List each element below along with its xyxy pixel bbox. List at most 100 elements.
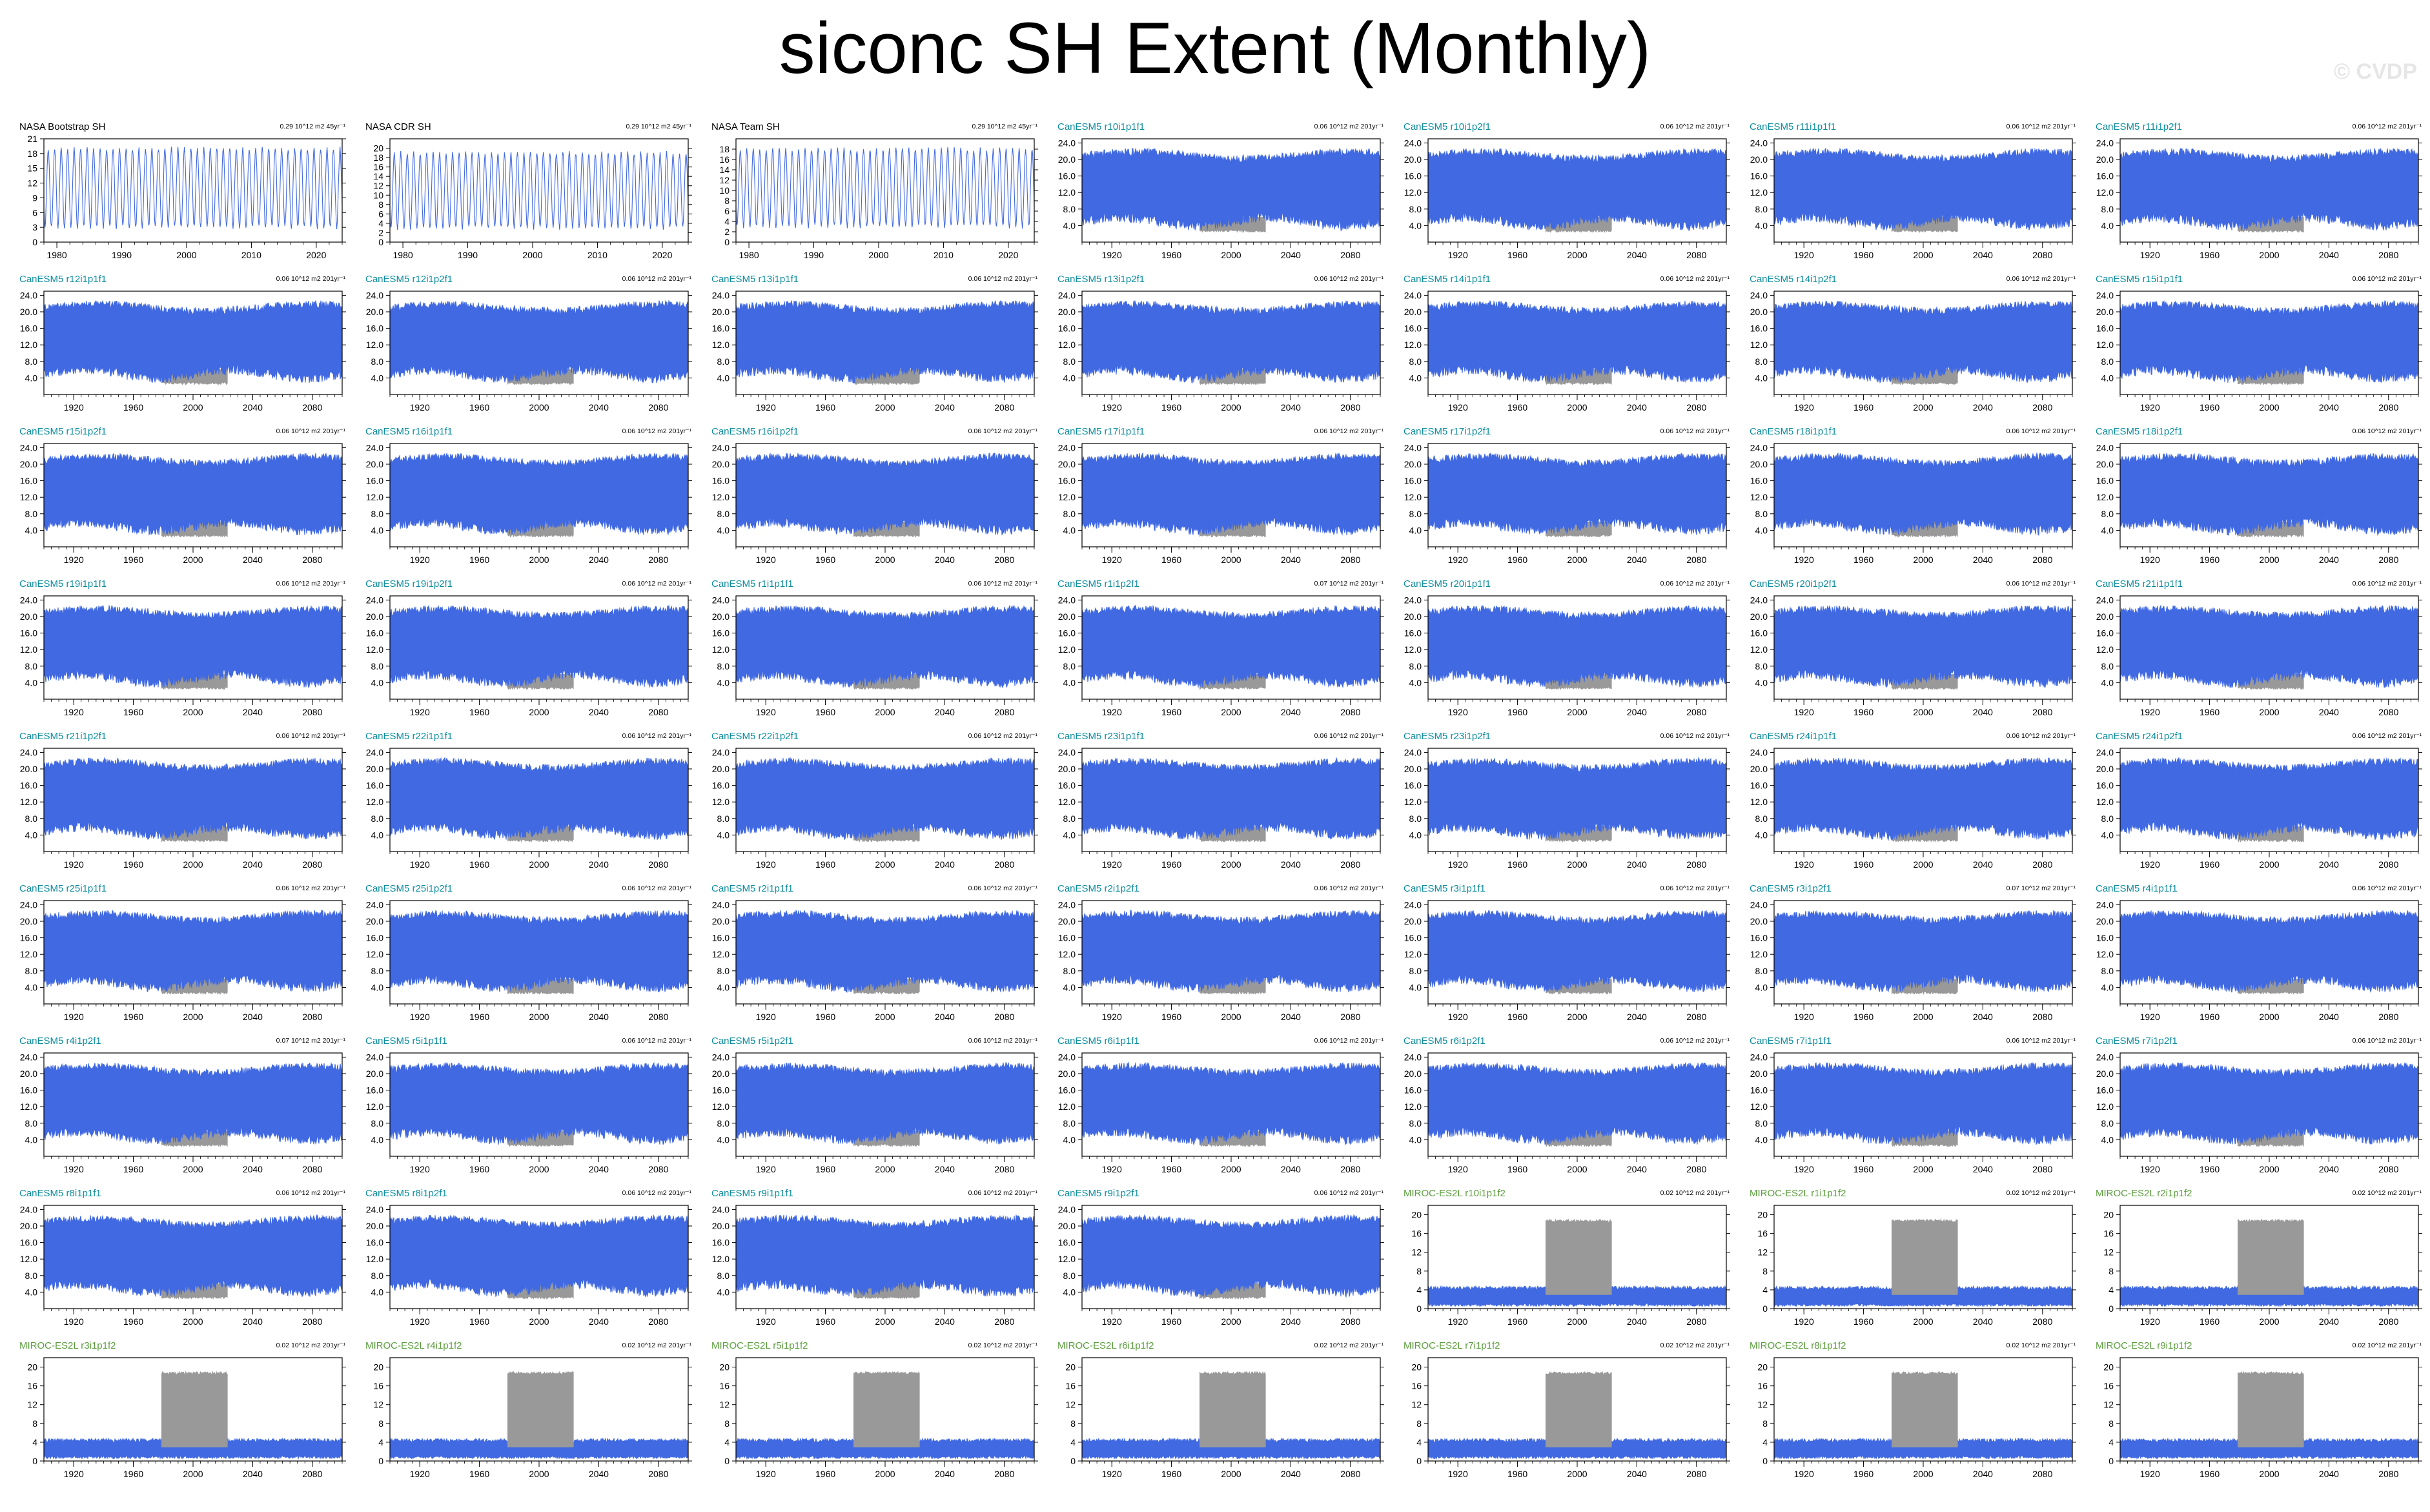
y-tick-label: 4.0 <box>371 830 384 840</box>
y-tick-label: 20.0 <box>1750 1068 1768 1079</box>
panel-title: CanESM5 r22i1p2f1 <box>711 731 799 742</box>
y-tick-label: 4 <box>32 1437 37 1447</box>
panel-title: CanESM5 r15i1p2f1 <box>19 426 107 437</box>
y-tick-label: 16.0 <box>1058 1238 1076 1248</box>
y-tick-label: 4 <box>1416 1285 1422 1295</box>
panel-trend-label: 0.06 10^12 m2 201yr⁻¹ <box>968 427 1037 435</box>
y-tick-label: 0 <box>1416 1303 1422 1314</box>
y-tick-label: 16 <box>719 1381 730 1391</box>
y-tick-label: 8.0 <box>25 1271 38 1281</box>
y-tick-label: 12 <box>1411 1247 1422 1258</box>
x-tick-label: 1960 <box>123 555 143 565</box>
y-tick-label: 24.0 <box>20 1052 37 1062</box>
reference-band <box>1892 1218 1958 1295</box>
panel-title: CanESM5 r20i1p1f1 <box>1404 578 1491 589</box>
y-tick-label: 16.0 <box>712 323 730 334</box>
reference-band <box>507 1371 574 1447</box>
y-tick-label: 0 <box>32 1456 37 1466</box>
y-tick-label: 4.0 <box>717 677 730 688</box>
x-tick-label: 1960 <box>1161 555 1181 565</box>
model-band <box>1081 1061 1381 1146</box>
x-tick-label: 2000 <box>1913 402 1933 413</box>
chart-panel: CanESM5 r25i1p1f1 0.06 10^12 m2 201yr⁻¹ 4.… <box>19 883 346 1028</box>
reference-band <box>853 1370 920 1447</box>
y-tick-label: 4.0 <box>1409 982 1422 992</box>
panel-plot: 0 4 8 12 16 20 1920 1960 2000 2040 2080 <box>27 1357 346 1479</box>
model-band <box>43 604 343 689</box>
panel-plot: 4.0 8.0 12.0 16.0 20.0 24.0 1920 1960 2000 2040 20… <box>366 442 692 565</box>
chart-panel: CanESM5 r14i1p2f1 0.06 10^12 m2 201yr⁻¹ 4.… <box>1750 274 2076 419</box>
x-tick-label: 2000 <box>1221 402 1241 413</box>
panel-title: CanESM5 r3i1p2f1 <box>1750 883 1832 894</box>
x-tick-label: 2000 <box>522 250 542 260</box>
panel-trend-label: 0.06 10^12 m2 201yr⁻¹ <box>1660 1037 1730 1045</box>
panel-trend-label: 0.29 10^12 m2 45yr⁻¹ <box>626 123 691 130</box>
x-tick-label: 1920 <box>1794 555 1814 565</box>
chart-panel: MIROC-ES2L r1i1p1f2 0.02 10^12 m2 201yr⁻¹… <box>1750 1188 2076 1333</box>
y-tick-label: 4 <box>378 1437 383 1447</box>
y-tick-label: 12.0 <box>366 1254 383 1264</box>
y-tick-label: 12.0 <box>1750 1101 1768 1112</box>
model-band <box>735 300 1035 383</box>
x-tick-label: 2000 <box>1913 859 1933 870</box>
y-tick-label: 16.0 <box>1750 628 1768 639</box>
panel-title: MIROC-ES2L r8i1p1f2 <box>1750 1340 1846 1351</box>
y-tick-label: 24.0 <box>20 595 37 605</box>
x-tick-label: 1920 <box>1448 1012 1468 1022</box>
x-tick-label: 1980 <box>393 250 413 260</box>
y-tick-label: 4.0 <box>371 373 384 383</box>
y-tick-label: 10 <box>373 190 383 200</box>
y-tick-label: 8.0 <box>1063 661 1076 671</box>
x-tick-label: 2000 <box>1913 1012 1933 1022</box>
y-tick-label: 12 <box>373 1400 383 1410</box>
model-band <box>1081 147 1381 231</box>
x-tick-label: 1920 <box>2140 250 2160 260</box>
x-tick-label: 1960 <box>815 1316 835 1327</box>
x-tick-label: 2000 <box>875 1164 895 1174</box>
model-band <box>1773 452 2073 536</box>
y-tick-label: 0 <box>724 237 730 247</box>
y-tick-label: 4.0 <box>717 373 730 383</box>
panel-trend-label: 0.06 10^12 m2 201yr⁻¹ <box>1660 580 1730 587</box>
x-tick-label: 1920 <box>64 1164 84 1174</box>
y-tick-label: 8.0 <box>2101 1118 2114 1129</box>
panel-trend-label: 0.06 10^12 m2 201yr⁻¹ <box>968 884 1037 892</box>
x-tick-label: 2000 <box>1221 1164 1241 1174</box>
panel-trend-label: 0.06 10^12 m2 201yr⁻¹ <box>2006 427 2076 435</box>
panel-trend-label: 0.06 10^12 m2 201yr⁻¹ <box>2352 1037 2422 1045</box>
x-tick-label: 1960 <box>1853 1316 1874 1327</box>
x-tick-label: 2000 <box>2259 402 2279 413</box>
panel-title: CanESM5 r20i1p2f1 <box>1750 578 1837 589</box>
y-tick-label: 20.0 <box>712 764 730 774</box>
y-tick-label: 24.0 <box>2096 747 2114 757</box>
y-tick-label: 8.0 <box>717 813 730 824</box>
y-tick-label: 8.0 <box>25 813 38 824</box>
y-tick-label: 24.0 <box>2096 442 2114 453</box>
x-tick-label: 1960 <box>2200 1012 2220 1022</box>
panel-plot: 4.0 8.0 12.0 16.0 20.0 24.0 1920 1960 2000 2040 20… <box>1058 138 1384 260</box>
y-tick-label: 4.0 <box>717 525 730 535</box>
chart-panel: MIROC-ES2L r4i1p1f2 0.02 10^12 m2 201yr⁻¹… <box>365 1340 692 1486</box>
y-tick-label: 8 <box>378 199 383 210</box>
panel-trend-label: 0.06 10^12 m2 201yr⁻¹ <box>276 1189 345 1197</box>
y-tick-label: 24.0 <box>1404 1052 1422 1062</box>
panel-title: CanESM5 r24i1p1f1 <box>1750 731 1837 742</box>
x-tick-label: 2080 <box>1340 707 1360 717</box>
x-tick-label: 1960 <box>1161 1012 1181 1022</box>
y-tick-label: 8 <box>32 1418 37 1429</box>
y-tick-label: 20.0 <box>2096 1068 2114 1079</box>
y-tick-label: 16.0 <box>20 1085 37 1096</box>
y-tick-label: 16.0 <box>1404 1085 1422 1096</box>
panel-trend-label: 0.07 10^12 m2 201yr⁻¹ <box>276 1037 345 1045</box>
panel-trend-label: 0.02 10^12 m2 201yr⁻¹ <box>1660 1189 1730 1197</box>
x-tick-label: 1960 <box>1161 1469 1181 1479</box>
x-tick-label: 1920 <box>1448 1164 1468 1174</box>
x-tick-label: 2010 <box>934 250 954 260</box>
x-tick-label: 2080 <box>302 707 322 717</box>
x-tick-label: 2040 <box>243 1316 263 1327</box>
x-tick-label: 1960 <box>1853 555 1874 565</box>
panel-trend-label: 0.07 10^12 m2 201yr⁻¹ <box>1314 580 1383 587</box>
panel-plot: 0 4 8 12 16 20 1920 1960 2000 2040 2080 <box>719 1357 1038 1479</box>
x-tick-label: 1960 <box>815 1164 835 1174</box>
